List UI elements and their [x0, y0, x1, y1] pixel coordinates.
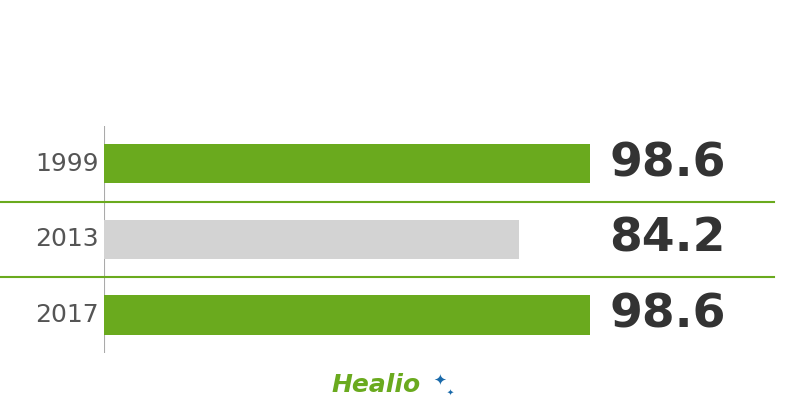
- Text: Healio: Healio: [331, 373, 421, 397]
- Bar: [104, 295, 590, 335]
- Text: 2017: 2017: [35, 303, 99, 327]
- Text: ✦: ✦: [434, 372, 446, 387]
- Text: 1999: 1999: [35, 152, 99, 176]
- Text: 84.2: 84.2: [610, 217, 726, 262]
- Bar: [104, 144, 590, 184]
- Text: 98.6: 98.6: [610, 292, 726, 338]
- Text: 2013: 2013: [35, 227, 99, 252]
- Text: 98.6: 98.6: [610, 141, 726, 186]
- Text: neurological disorders per 100,000 deaths:: neurological disorders per 100,000 death…: [128, 78, 672, 98]
- Text: ✦: ✦: [446, 387, 454, 396]
- Bar: [104, 220, 519, 259]
- Text: Age-adjusted mortality rates from: Age-adjusted mortality rates from: [185, 28, 615, 47]
